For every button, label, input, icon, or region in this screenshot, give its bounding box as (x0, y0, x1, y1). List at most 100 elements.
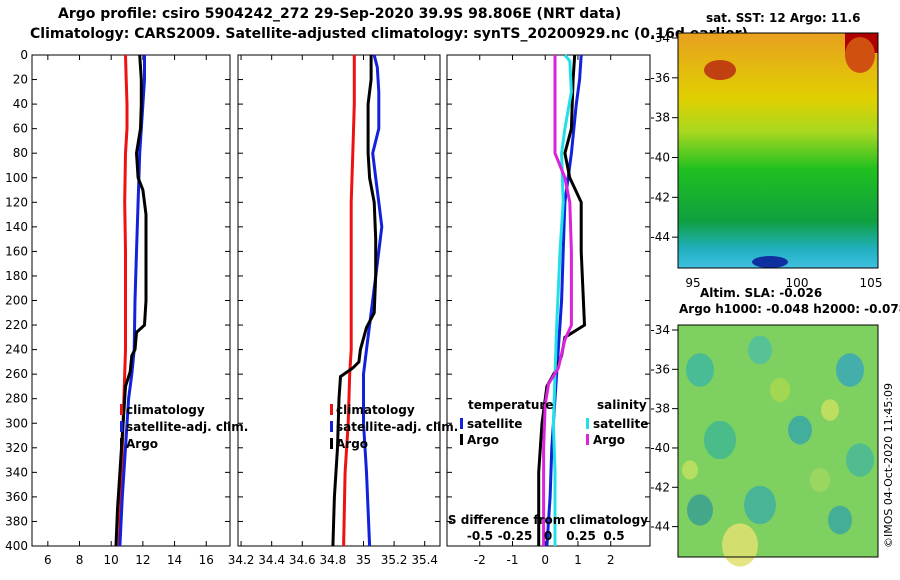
map-ytick-label: -40 (650, 150, 670, 164)
ytick-label: 380 (5, 514, 28, 528)
secondary-xtick-label: -0.5 (467, 529, 493, 543)
map-ytick-label: -36 (650, 71, 670, 85)
secondary-xtick-label: 0.5 (603, 529, 624, 543)
map-ytick-label: -34 (650, 31, 670, 45)
sla-eddy (836, 353, 864, 387)
legend-header-temperature: temperature (468, 398, 553, 412)
series-line-temperature-satellite (545, 54, 583, 547)
xtick-label: -1 (506, 553, 518, 567)
secondary-xtick-label: -0.25 (498, 529, 533, 543)
xtick-label: 34.4 (258, 553, 285, 567)
ytick-label: 20 (13, 73, 28, 87)
legend-label: satellite-adj. clim. (336, 420, 458, 434)
sla-eddy (686, 353, 714, 387)
title-line-2: Climatology: CARS2009. Satellite-adjuste… (30, 26, 748, 42)
copyright: ©IMOS 04-Oct-2020 11:45:09 (882, 383, 895, 548)
sla-map-frame (677, 324, 879, 558)
legend-label: satellite-adj. clim. (126, 420, 248, 434)
legend-swatch (120, 404, 123, 415)
sla-map-title-1: Altim. SLA: -0.026 (700, 286, 822, 300)
ytick-label: 300 (5, 416, 28, 430)
map-ytick-label: -36 (650, 362, 670, 376)
plot-frame (237, 54, 441, 547)
map-ytick-label: -38 (650, 402, 670, 416)
xtick-label: 34.6 (289, 553, 316, 567)
legend-label: Argo (126, 437, 158, 451)
sla-eddy (828, 505, 852, 535)
sst-map-title: sat. SST: 12 Argo: 11.6 (706, 11, 860, 25)
sla-eddy (682, 460, 698, 480)
map-ytick-label: -44 (650, 520, 670, 534)
series-line-salinity-satellite (551, 54, 573, 546)
sla-map: Altim. SLA: -0.026 Argo h1000: -0.048 h2… (650, 286, 900, 567)
legend-label: Argo (593, 433, 625, 447)
map-ytick-label: -44 (650, 230, 670, 244)
xtick-label: 10 (104, 553, 119, 567)
plot-frame (446, 54, 651, 547)
sla-eddy (744, 485, 776, 525)
ytick-label: 0 (20, 48, 28, 62)
xtick-label: 34.2 (228, 553, 255, 567)
sla-eddy (687, 494, 713, 526)
sla-eddy (788, 415, 812, 445)
ytick-label: 60 (13, 122, 28, 136)
xtick-label: 6 (44, 553, 52, 567)
salinity-profile-panel: 34.2 34.4 34.6 34.8 35 35.2 35.4 climatology sat… (228, 54, 458, 567)
temperature-profile-panel: 0 20 40 60 80 100 120 140 160 180 200 220 240 260 280 3… (5, 48, 248, 567)
sla-eddy (722, 523, 758, 567)
xtick-label: 14 (167, 553, 182, 567)
ytick-label: 260 (5, 367, 28, 381)
legend-label: Argo (336, 437, 368, 451)
legend-swatch (120, 421, 123, 432)
legend-swatch (460, 434, 463, 445)
ytick-label: 400 (5, 539, 28, 553)
map-ytick-label: -40 (650, 441, 670, 455)
xtick-label: 1 (574, 553, 582, 567)
ytick-label: 100 (5, 171, 28, 185)
xtick-label: 35.2 (381, 553, 408, 567)
legend-swatch (330, 421, 333, 432)
legend-swatch (586, 418, 589, 429)
legend-swatch (330, 438, 333, 449)
ytick-label: 200 (5, 294, 28, 308)
series-line-argo (331, 55, 378, 547)
ytick-label: 160 (5, 244, 28, 258)
sst-warm-eddy (704, 60, 736, 80)
xtick-label: 12 (135, 553, 150, 567)
sst-xtick: 105 (860, 276, 883, 290)
sla-eddy (846, 443, 874, 477)
title-line-1: Argo profile: csiro 5904242_272 29-Sep-2… (58, 6, 622, 22)
sst-warm-eddy (845, 37, 875, 73)
legend-swatch (330, 404, 333, 415)
ytick-label: 220 (5, 318, 28, 332)
xtick-label: 2 (607, 553, 615, 567)
series-line-argo (114, 54, 148, 547)
legend-header-salinity: salinity (597, 398, 647, 412)
xtick-label: -2 (474, 553, 486, 567)
xtick-label: 35.4 (411, 553, 438, 567)
ytick-label: 360 (5, 490, 28, 504)
legend-label: Argo (467, 433, 499, 447)
sst-xtick: 95 (685, 276, 700, 290)
sla-map-title-2: Argo h1000: -0.048 h2000: -0.078 (679, 302, 900, 316)
ytick-label: 140 (5, 220, 28, 234)
series-line-climatology (342, 55, 356, 547)
sla-eddy (770, 378, 790, 402)
xtick-label: 0 (541, 553, 549, 567)
difference-from-climatology-panel: -2 -1 0 1 2 temperature salinity satellite Argo s… (446, 54, 651, 567)
plot-frame (31, 54, 231, 547)
sla-eddy (704, 420, 736, 460)
legend-label: climatology (336, 403, 415, 417)
legend-swatch (460, 418, 463, 429)
ytick-label: 280 (5, 392, 28, 406)
legend-label: satellite (593, 417, 648, 431)
secondary-xlabel: S difference from climatology (448, 513, 648, 527)
series-line-satellite-adj-clim- (362, 54, 384, 547)
legend-swatch (586, 434, 589, 445)
xtick-label: 35 (356, 553, 371, 567)
sla-eddy (748, 335, 772, 365)
ytick-label: 40 (13, 97, 28, 111)
ytick-label: 120 (5, 195, 28, 209)
ytick-label: 80 (13, 146, 28, 160)
